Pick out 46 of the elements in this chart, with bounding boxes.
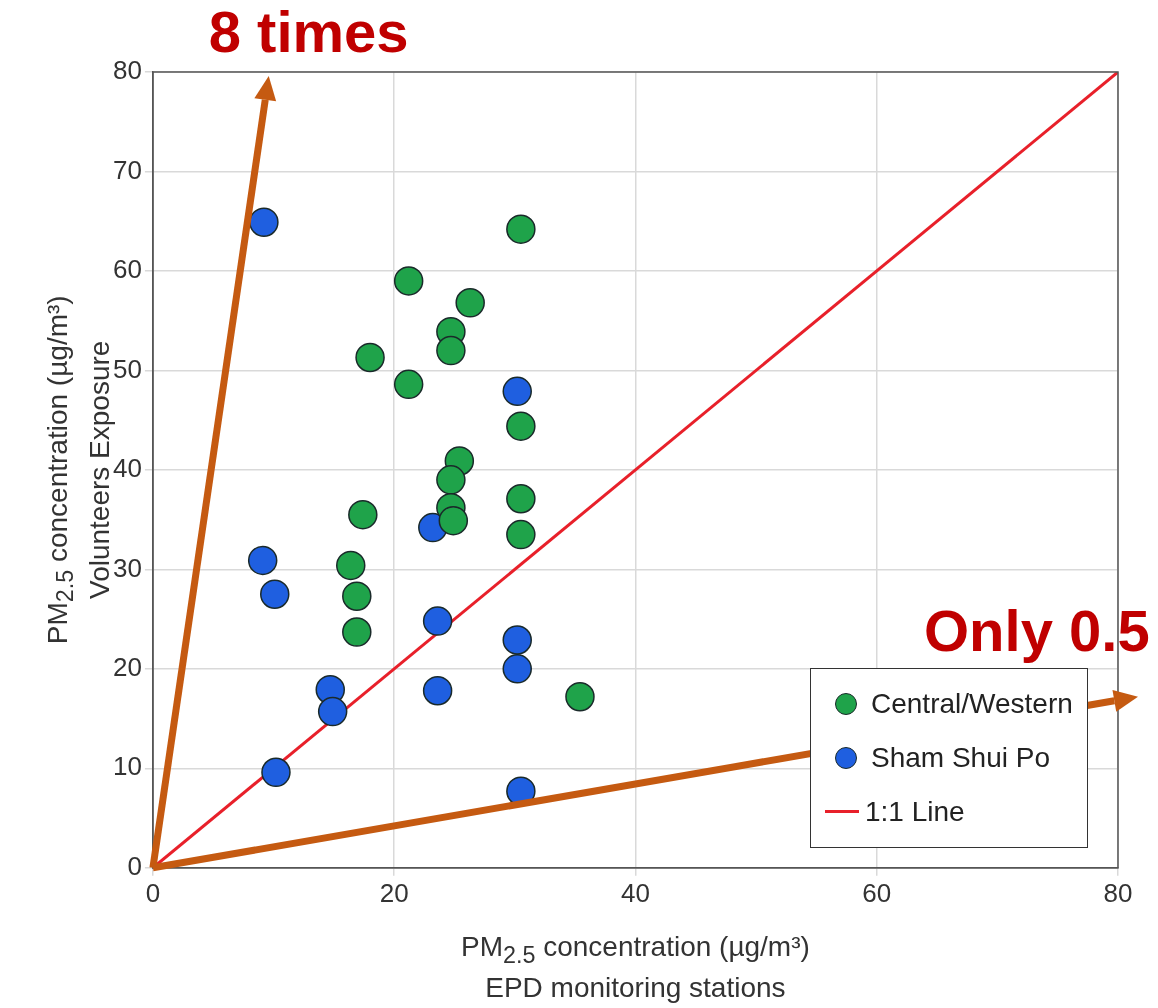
- point: [317, 696, 348, 727]
- point: [336, 550, 366, 581]
- y-tick-label: 20: [113, 652, 142, 683]
- point: [393, 266, 424, 296]
- y-tick-label: 40: [113, 453, 142, 484]
- x-tick-label: 80: [1103, 877, 1133, 908]
- point: [506, 214, 536, 244]
- legend-label: 1:1 Line: [865, 795, 965, 828]
- point: [502, 654, 532, 684]
- y-tick-label: 10: [113, 751, 142, 782]
- point: [355, 342, 385, 373]
- x-tick-label: 40: [621, 877, 650, 908]
- point: [247, 545, 278, 576]
- y-tick-label: 0: [127, 850, 142, 881]
- point: [502, 625, 532, 655]
- point: [342, 617, 372, 647]
- point: [260, 579, 290, 609]
- x-tick-label: 20: [379, 877, 409, 908]
- y-tick-label: 60: [113, 254, 142, 285]
- annotation: Only 0.5: [924, 596, 1150, 664]
- legend-label: Central/Western: [871, 687, 1073, 720]
- point: [393, 369, 424, 400]
- x-tick-label: 60: [862, 877, 892, 908]
- point: [249, 207, 279, 237]
- point: [506, 484, 536, 514]
- text: 8 times: [208, 0, 409, 65]
- point: [438, 505, 469, 536]
- point: [506, 519, 536, 550]
- legend-label: Sham Shui Po: [871, 741, 1050, 774]
- y-tick-label: 30: [113, 552, 142, 583]
- x-tick-label: 0: [145, 877, 161, 908]
- point: [436, 465, 466, 495]
- point: [422, 606, 453, 636]
- y-tick-label: 50: [113, 353, 142, 384]
- y-tick-label: 70: [113, 154, 142, 185]
- point: [565, 681, 595, 712]
- point: [261, 757, 291, 788]
- point: [348, 499, 378, 530]
- point: [506, 411, 536, 441]
- y-tick-label: 80: [113, 55, 142, 86]
- point: [502, 376, 532, 407]
- point: [422, 675, 453, 706]
- point: [455, 288, 485, 318]
- point: [342, 581, 372, 611]
- x-axis-title: PM$_{2.5}$ concentration (µg/m³) EPD monitoring stations: [460, 929, 810, 1006]
- point: [436, 335, 466, 366]
